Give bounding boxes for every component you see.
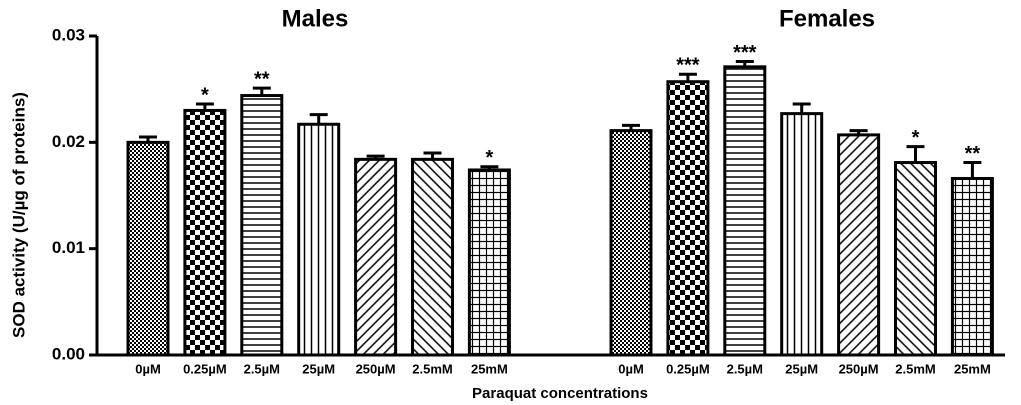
significance-label: * <box>201 84 209 106</box>
bar <box>723 65 767 357</box>
bar <box>240 94 284 357</box>
significance-label: * <box>912 127 920 149</box>
x-tick-label: 0µM <box>135 361 161 376</box>
x-tick-label: 25µM <box>302 361 335 376</box>
bar <box>780 112 824 357</box>
x-tick-label: 0.25µM <box>666 361 710 376</box>
x-tick-label: 250µM <box>839 361 879 376</box>
y-tick-label: 0.02 <box>52 132 85 151</box>
y-tick-label: 0.03 <box>52 25 85 44</box>
x-tick-label: 25µM <box>785 361 818 376</box>
bar <box>354 157 398 357</box>
bar <box>894 161 937 357</box>
significance-label: *** <box>676 55 700 77</box>
bar <box>666 80 710 357</box>
significance-label: * <box>486 147 494 169</box>
significance-label: ** <box>965 143 981 165</box>
bar <box>609 129 653 357</box>
y-axis-label: SOD activity (U/µg of proteins) <box>9 92 28 338</box>
x-tick-label: 25mM <box>954 361 991 376</box>
bar <box>411 157 454 357</box>
bar <box>126 140 170 357</box>
y-tick-label: 0.01 <box>52 238 85 257</box>
x-tick-label: 0.25µM <box>183 361 227 376</box>
x-tick-label: 2.5µM <box>244 361 280 376</box>
bar <box>183 108 227 357</box>
bar <box>837 133 881 357</box>
x-tick-label: 2.5mM <box>412 361 452 376</box>
x-tick-label: 25mM <box>471 361 508 376</box>
y-tick-label: 0.00 <box>52 344 85 363</box>
bar <box>950 176 994 357</box>
group-title: Females <box>779 5 875 32</box>
significance-label: ** <box>254 68 270 90</box>
x-tick-label: 2.5mM <box>895 361 935 376</box>
significance-label: *** <box>733 42 757 64</box>
x-tick-label: 2.5µM <box>727 361 763 376</box>
bar <box>467 168 511 357</box>
x-axis-label: Paraquat concentrations <box>472 385 648 402</box>
bar <box>297 122 341 357</box>
group-title: Males <box>282 5 349 32</box>
x-tick-label: 0µM <box>618 361 644 376</box>
x-tick-label: 250µM <box>356 361 396 376</box>
